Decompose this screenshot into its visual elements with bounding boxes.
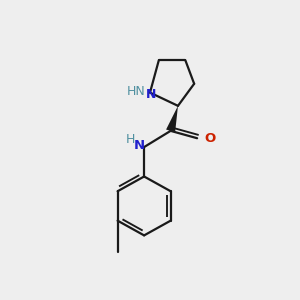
Text: H: H [126, 133, 136, 146]
Polygon shape [166, 106, 178, 132]
Text: HN: HN [127, 85, 146, 98]
Text: O: O [205, 132, 216, 145]
Text: N: N [134, 139, 145, 152]
Text: N: N [146, 88, 157, 100]
